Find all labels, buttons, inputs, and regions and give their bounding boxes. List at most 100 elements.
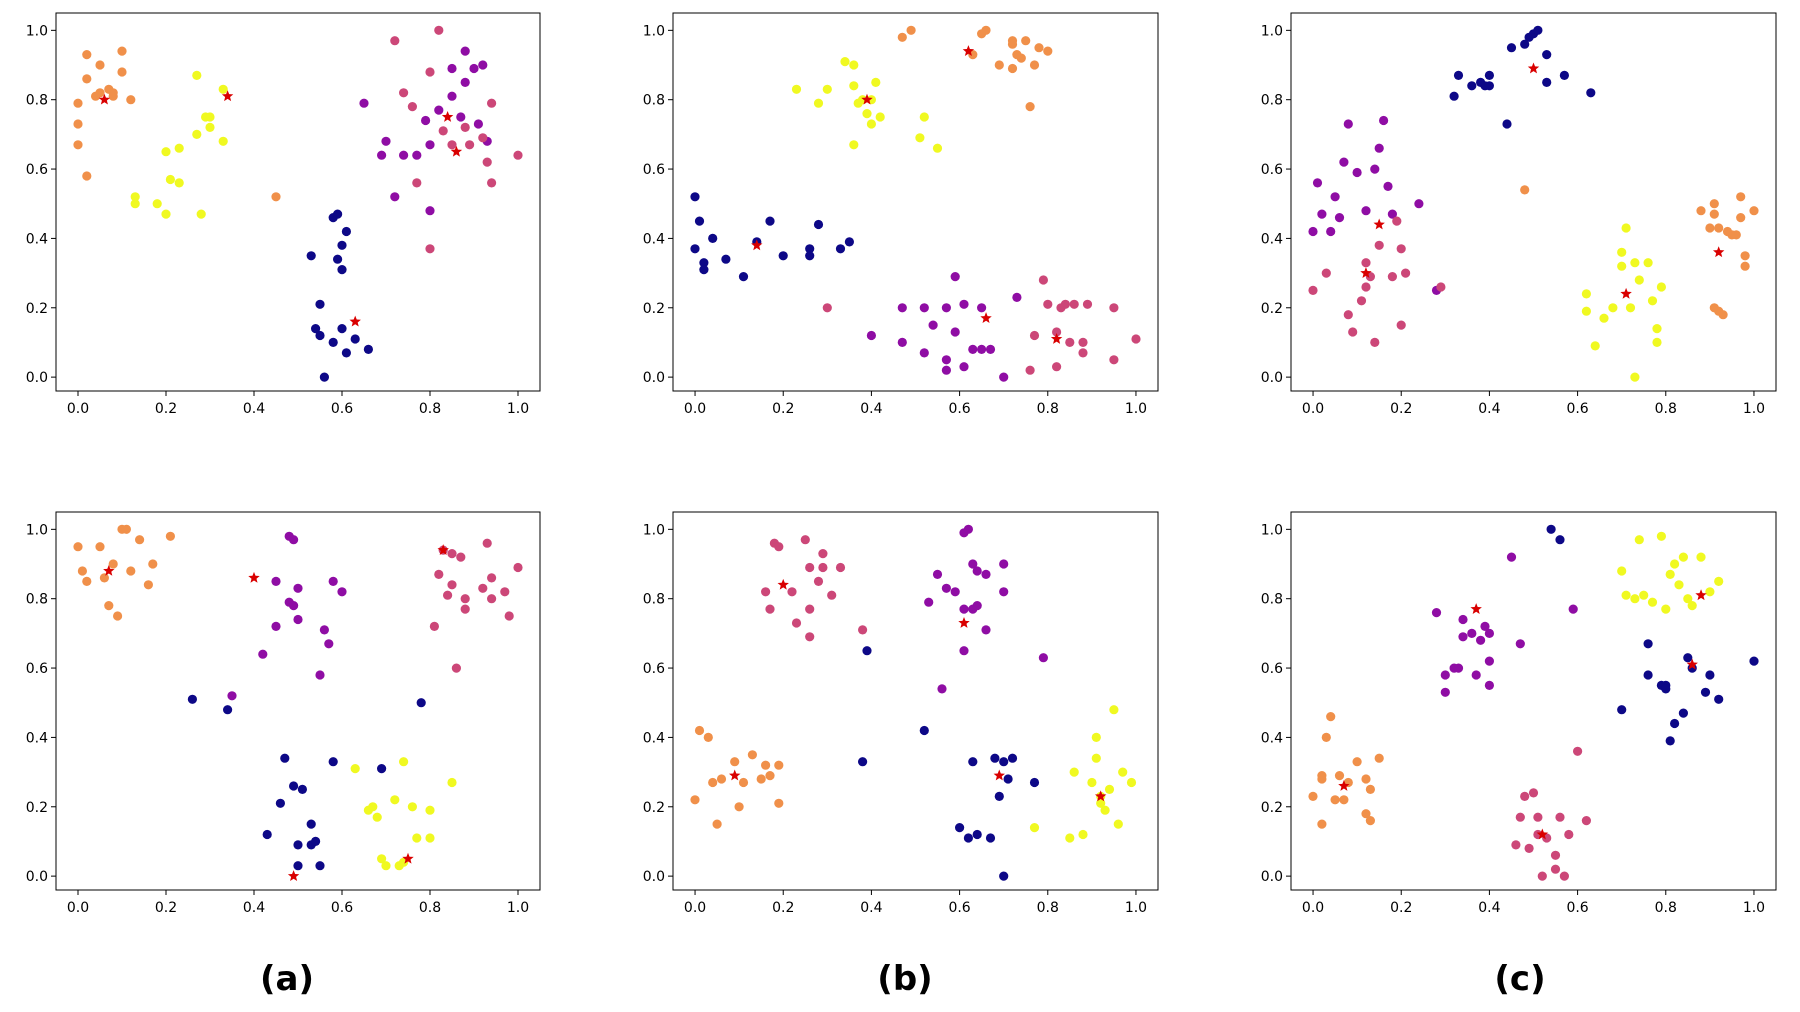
data-point-cluster-4 xyxy=(1065,833,1075,843)
data-point-cluster-0 xyxy=(871,77,881,87)
scatter-panel-bottom-middle: 0.0 0.2 0.4 0.6 0.8 1.0 0.0 0.2 0.4 0.6 0.8 1.0 xyxy=(643,511,1159,916)
data-point-cluster-0 xyxy=(1449,91,1459,101)
data-point-cluster-1 xyxy=(1029,60,1040,70)
data-point-cluster-1 xyxy=(218,84,228,94)
data-point-cluster-1 xyxy=(192,70,202,80)
data-point-cluster-2 xyxy=(513,562,523,573)
y-tick-label: 0.2 xyxy=(643,301,665,317)
centroid-star-marker xyxy=(962,45,975,56)
data-point-cluster-2 xyxy=(734,802,744,812)
data-point-cluster-2 xyxy=(478,583,488,593)
data-point-cluster-2 xyxy=(738,777,749,788)
data-point-cluster-3 xyxy=(1317,819,1327,829)
centroid-star-marker xyxy=(349,315,361,327)
data-point-cluster-4 xyxy=(337,324,347,334)
data-point-cluster-3 xyxy=(1740,261,1750,271)
x-tick-label: 0.6 xyxy=(1566,401,1588,417)
data-point-cluster-4 xyxy=(425,805,435,815)
data-point-cluster-3 xyxy=(390,36,400,46)
data-point-cluster-4 xyxy=(1621,223,1631,233)
x-tick-label: 0.6 xyxy=(1566,900,1588,916)
x-tick-label: 0.6 xyxy=(948,900,970,916)
data-point-cluster-4 xyxy=(1515,812,1525,822)
data-point-cluster-0 xyxy=(1515,639,1525,649)
data-point-cluster-1 xyxy=(315,670,325,680)
data-point-cluster-1 xyxy=(271,621,281,632)
data-point-cluster-1 xyxy=(293,614,303,625)
data-point-cluster-1 xyxy=(161,147,171,157)
data-point-cluster-4 xyxy=(1078,829,1088,840)
data-point-cluster-3 xyxy=(977,303,987,313)
data-point-cluster-3 xyxy=(465,140,475,150)
centroid-star-marker xyxy=(1686,658,1698,670)
data-point-cluster-1 xyxy=(1308,226,1318,237)
data-point-cluster-3 xyxy=(919,348,929,358)
x-tick-label: 0.0 xyxy=(684,900,706,916)
data-point-cluster-4 xyxy=(1065,337,1075,347)
data-point-cluster-0 xyxy=(82,576,92,587)
panel-label-b: (b) xyxy=(877,959,932,999)
data-point-cluster-1 xyxy=(950,587,960,597)
data-point-cluster-2 xyxy=(738,272,749,282)
data-point-cluster-1 xyxy=(205,112,215,122)
data-point-cluster-3 xyxy=(1007,753,1018,763)
data-point-cluster-3 xyxy=(862,646,872,656)
data-point-cluster-3 xyxy=(950,272,960,282)
y-tick-label: 0.0 xyxy=(1261,370,1283,386)
y-tick-label: 0.0 xyxy=(643,370,665,386)
y-tick-label: 0.2 xyxy=(26,301,48,317)
centroid-star-marker xyxy=(861,93,873,105)
data-point-cluster-2 xyxy=(1621,590,1631,600)
data-point-cluster-2 xyxy=(778,251,788,261)
data-point-cluster-2 xyxy=(1674,580,1684,590)
y-tick-label: 0.0 xyxy=(26,869,48,885)
data-point-cluster-0 xyxy=(82,74,92,84)
centroid-star-marker xyxy=(1050,332,1063,344)
data-point-cluster-4 xyxy=(1533,812,1543,822)
data-point-cluster-3 xyxy=(959,362,969,372)
data-point-cluster-0 xyxy=(875,112,885,122)
centroid-star-marker xyxy=(1094,790,1107,802)
data-point-cluster-2 xyxy=(730,757,740,767)
y-tick-label: 1.0 xyxy=(643,23,665,39)
data-point-cluster-1 xyxy=(130,192,140,202)
x-tick-label: 0.8 xyxy=(419,900,441,916)
data-point-cluster-3 xyxy=(434,25,444,35)
data-point-cluster-3 xyxy=(1731,230,1741,240)
data-point-cluster-3 xyxy=(1339,795,1349,805)
data-point-cluster-2 xyxy=(359,98,369,108)
centroid-star-marker xyxy=(450,145,463,157)
data-point-cluster-4 xyxy=(412,833,422,843)
data-point-cluster-2 xyxy=(447,91,457,101)
data-point-cluster-4 xyxy=(1118,767,1128,777)
x-tick-label: 0.2 xyxy=(155,900,177,916)
data-point-cluster-1 xyxy=(293,583,303,593)
data-point-cluster-0 xyxy=(805,604,815,614)
data-point-cluster-0 xyxy=(108,559,118,569)
y-tick-label: 0.4 xyxy=(26,730,48,746)
x-tick-label: 0.4 xyxy=(1478,401,1500,417)
data-point-cluster-2 xyxy=(429,621,439,632)
data-point-cluster-4 xyxy=(1096,798,1106,808)
panel-label-a: (a) xyxy=(260,959,314,999)
data-point-cluster-1 xyxy=(1343,119,1353,129)
data-point-cluster-4 xyxy=(1025,365,1035,375)
data-point-cluster-1 xyxy=(924,597,934,607)
data-point-cluster-4 xyxy=(1100,805,1110,815)
data-point-cluster-2 xyxy=(390,192,400,202)
data-point-cluster-0 xyxy=(915,133,925,143)
data-point-cluster-1 xyxy=(1643,639,1653,649)
y-tick-label: 0.8 xyxy=(643,592,665,608)
data-point-cluster-4 xyxy=(306,251,316,261)
data-point-cluster-0 xyxy=(827,590,837,600)
x-tick-label: 0.4 xyxy=(860,900,882,916)
data-point-cluster-0 xyxy=(1440,687,1450,697)
data-point-cluster-0 xyxy=(791,618,802,628)
data-point-cluster-4 xyxy=(1630,258,1640,268)
data-point-cluster-4 xyxy=(1630,372,1640,382)
data-point-cluster-0 xyxy=(849,140,859,150)
data-point-cluster-3 xyxy=(399,88,409,98)
scatter-panel-top-right: 0.0 0.2 0.4 0.6 0.8 1.0 0.0 0.2 0.4 0.6 0.8 1.0 xyxy=(1261,12,1777,417)
data-point-cluster-3 xyxy=(1749,206,1759,216)
data-point-cluster-2 xyxy=(381,136,391,146)
